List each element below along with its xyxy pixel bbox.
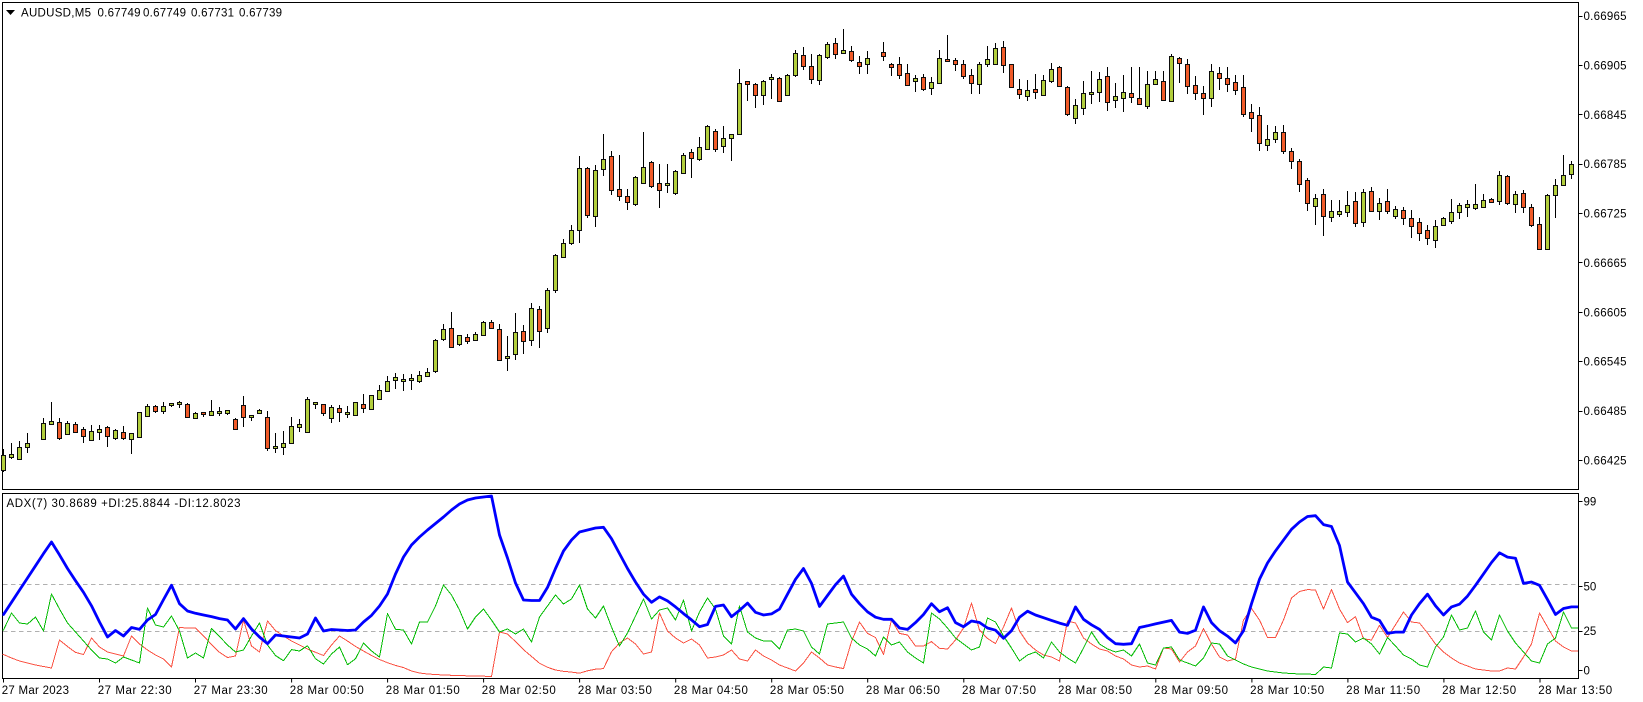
svg-text:0.67739: 0.67739: [239, 8, 282, 20]
svg-text:25: 25: [1584, 626, 1597, 638]
svg-text:28 Mar 13:50: 28 Mar 13:50: [1538, 685, 1612, 697]
svg-text:28 Mar 09:50: 28 Mar 09:50: [1154, 685, 1228, 697]
svg-text:0.66425: 0.66425: [1584, 455, 1627, 467]
svg-text:0.66485: 0.66485: [1584, 406, 1627, 418]
svg-text:28 Mar 02:50: 28 Mar 02:50: [482, 685, 556, 697]
svg-text:0.66845: 0.66845: [1584, 110, 1627, 122]
svg-text:0: 0: [1584, 665, 1590, 677]
svg-text:0.67731: 0.67731: [191, 8, 234, 20]
svg-text:28 Mar 10:50: 28 Mar 10:50: [1250, 685, 1324, 697]
svg-text:0.66905: 0.66905: [1584, 61, 1627, 73]
svg-text:0.66965: 0.66965: [1584, 11, 1627, 23]
svg-text:28 Mar 05:50: 28 Mar 05:50: [770, 685, 844, 697]
svg-text:AUDUSD,M5: AUDUSD,M5: [21, 8, 91, 20]
svg-text:28 Mar 07:50: 28 Mar 07:50: [962, 685, 1036, 697]
svg-text:28 Mar 03:50: 28 Mar 03:50: [578, 685, 652, 697]
svg-text:0.66785: 0.66785: [1584, 159, 1627, 171]
svg-text:50: 50: [1584, 582, 1597, 594]
svg-text:27 Mar 23:30: 27 Mar 23:30: [194, 685, 268, 697]
svg-text:27 Mar 22:30: 27 Mar 22:30: [98, 685, 172, 697]
svg-text:28 Mar 12:50: 28 Mar 12:50: [1442, 685, 1516, 697]
svg-text:28 Mar 11:50: 28 Mar 11:50: [1346, 685, 1420, 697]
svg-text:0.67749: 0.67749: [98, 8, 141, 20]
svg-text:27 Mar 2023: 27 Mar 2023: [2, 685, 69, 697]
svg-text:28 Mar 06:50: 28 Mar 06:50: [866, 685, 940, 697]
svg-text:0.66725: 0.66725: [1584, 209, 1627, 221]
svg-text:0.66545: 0.66545: [1584, 357, 1627, 369]
svg-text:0.67749: 0.67749: [143, 8, 186, 20]
svg-text:28 Mar 01:50: 28 Mar 01:50: [386, 685, 460, 697]
svg-text:0.66665: 0.66665: [1584, 258, 1627, 270]
svg-text:28 Mar 08:50: 28 Mar 08:50: [1058, 685, 1132, 697]
svg-text:28 Mar 04:50: 28 Mar 04:50: [674, 685, 748, 697]
svg-text:0.66605: 0.66605: [1584, 307, 1627, 319]
svg-text:99: 99: [1584, 497, 1597, 509]
svg-text:ADX(7) 30.8689 +DI:25.8844 -DI: ADX(7) 30.8689 +DI:25.8844 -DI:12.8023: [7, 498, 241, 510]
svg-text:28 Mar 00:50: 28 Mar 00:50: [290, 685, 364, 697]
